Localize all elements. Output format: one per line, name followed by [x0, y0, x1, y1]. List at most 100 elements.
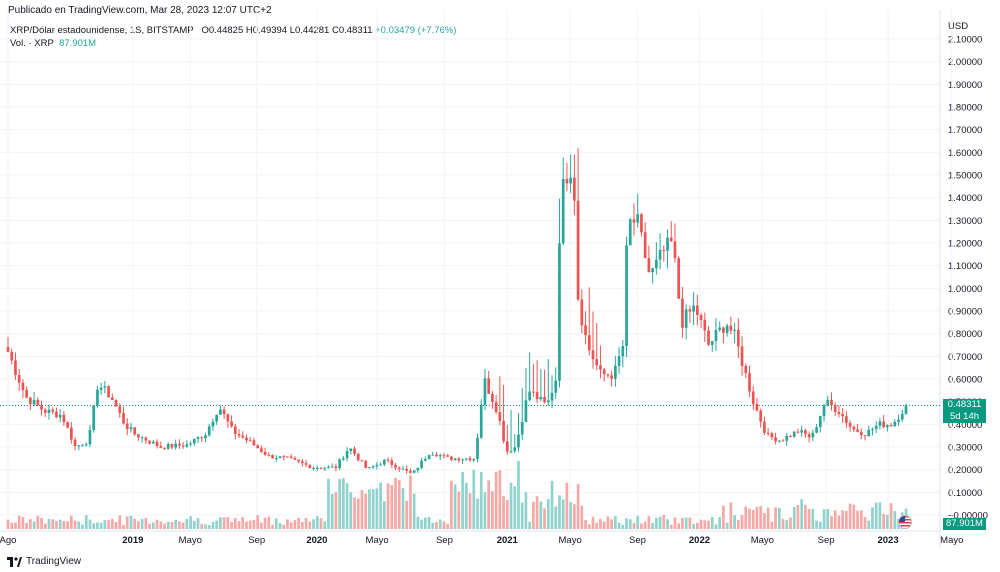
- candle-body: [409, 470, 412, 473]
- volume-bar: [804, 505, 807, 529]
- volume-bar: [192, 520, 196, 529]
- published-note: Publicado en TradingView.com, Mar 28, 20…: [8, 5, 272, 16]
- candle-body: [874, 425, 878, 430]
- volume-bar: [453, 484, 457, 529]
- volume-label[interactable]: Vol. · XRP: [10, 38, 54, 49]
- candle-body: [617, 356, 621, 366]
- volume-bar: [148, 523, 151, 529]
- volume-bar: [308, 521, 312, 529]
- candle-body: [558, 243, 561, 381]
- candle-body: [219, 409, 222, 415]
- volume-bar: [29, 519, 32, 529]
- candle-body: [826, 399, 830, 406]
- volume-bar: [371, 489, 375, 529]
- volume-bar: [382, 501, 386, 529]
- candle-body: [349, 448, 353, 451]
- us-flag-icon[interactable]: [898, 515, 912, 529]
- volume-bar: [159, 521, 163, 529]
- candle-body: [148, 440, 151, 444]
- volume-bar: [181, 522, 185, 529]
- candle-body: [628, 219, 632, 246]
- currency-label[interactable]: USD: [948, 21, 969, 32]
- volume-bar: [684, 517, 688, 529]
- volume-bar: [438, 519, 442, 529]
- volume-bar: [241, 517, 245, 529]
- candle-body: [479, 404, 483, 438]
- candle-body: [312, 468, 315, 470]
- volume-bar: [222, 517, 226, 529]
- candle-body: [729, 325, 733, 331]
- volume-bar: [416, 516, 420, 529]
- volume-bar: [643, 521, 647, 529]
- volume-bar: [450, 480, 453, 529]
- candle-body: [748, 372, 751, 392]
- candle-body: [867, 429, 871, 437]
- candle-body: [133, 427, 137, 435]
- volume-bar: [446, 523, 450, 529]
- candle-body: [401, 468, 405, 470]
- volume-bar: [546, 498, 550, 529]
- y-tick-label: 1.70000: [948, 125, 982, 136]
- candle-body: [166, 444, 170, 449]
- volume-bar: [263, 517, 267, 529]
- candle-body: [561, 178, 565, 244]
- y-tick-label: 0.30000: [948, 443, 982, 454]
- candle-body: [904, 405, 908, 414]
- candle-body: [163, 447, 166, 449]
- y-tick-label: 1.40000: [948, 193, 982, 204]
- candle-body: [505, 441, 509, 452]
- volume-bar: [584, 520, 587, 529]
- volume-bar: [189, 516, 192, 529]
- volume-bar: [107, 520, 110, 529]
- symbol-label[interactable]: XRP/Dólar estadounidense, 1S, BITSTAMP: [10, 25, 194, 36]
- volume-bar: [707, 520, 710, 529]
- candle-body: [84, 444, 88, 446]
- candle-body: [241, 435, 245, 438]
- candle-body: [502, 420, 505, 442]
- candle-body: [714, 330, 718, 341]
- candle-body: [185, 444, 189, 447]
- candle-body: [356, 453, 360, 461]
- volume-bar: [878, 502, 882, 529]
- volume-bar: [338, 479, 341, 529]
- candle-body: [200, 437, 204, 439]
- candle-body: [14, 360, 17, 376]
- volume-bar: [349, 492, 353, 529]
- candle-body: [62, 414, 66, 423]
- x-tick-label: Mayo: [940, 535, 963, 546]
- volume-bar: [394, 477, 397, 529]
- candle-body: [655, 259, 658, 269]
- x-tick-label: Ago: [0, 535, 16, 546]
- low-value: L0.44281: [289, 25, 330, 36]
- y-tick-label: 0.60000: [948, 375, 982, 386]
- candle-body: [573, 177, 576, 201]
- x-tick-label: Sep: [436, 535, 453, 546]
- volume-bar: [178, 521, 181, 529]
- tradingview-logo[interactable]: TradingView: [7, 556, 81, 567]
- volume-bar: [729, 502, 733, 529]
- volume-bar: [479, 472, 483, 529]
- x-tick-label: Mayo: [559, 535, 582, 546]
- volume-bar: [550, 480, 554, 529]
- candle-body: [192, 438, 196, 444]
- tradingview-icon: [7, 556, 22, 567]
- volume-bar: [401, 488, 405, 529]
- candle-body: [733, 329, 736, 331]
- volume-bar: [666, 519, 669, 529]
- volume-bar: [766, 507, 770, 529]
- candle-body: [811, 432, 815, 438]
- candle-body: [669, 237, 673, 242]
- candle-body: [651, 268, 654, 273]
- y-tick-label: 1.80000: [948, 103, 982, 114]
- volume-bar: [822, 509, 826, 529]
- volume-bar: [487, 480, 491, 529]
- candle-body: [315, 467, 319, 469]
- candle-body: [528, 391, 532, 401]
- candle-body: [610, 375, 613, 379]
- volume-bar: [736, 520, 740, 529]
- candle-body: [245, 437, 248, 441]
- volume-bar: [710, 516, 714, 529]
- volume-bar: [353, 497, 356, 529]
- candle-body: [107, 386, 110, 398]
